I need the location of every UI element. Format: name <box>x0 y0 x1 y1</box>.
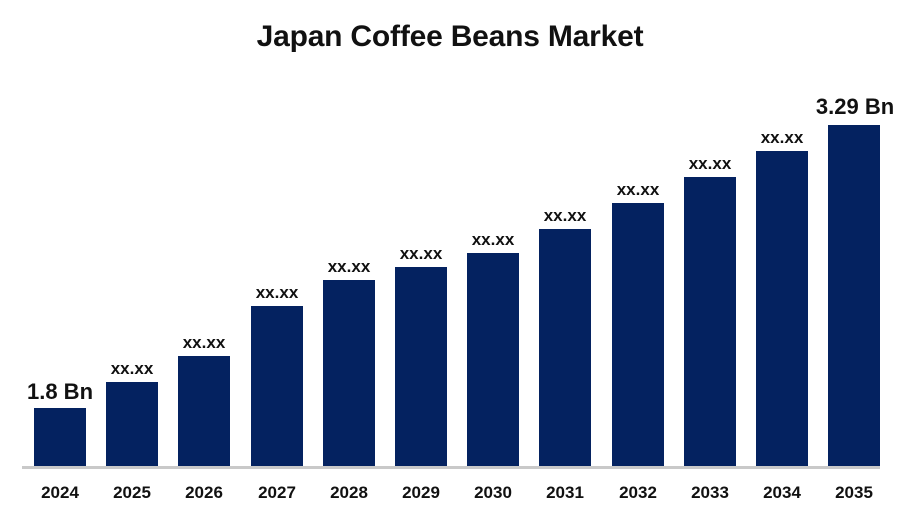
bar-group: 3.29 Bn <box>816 0 894 470</box>
bar-value-callout: 3.29 Bn <box>815 94 895 119</box>
x-axis-label: 2032 <box>619 483 657 502</box>
bar[interactable] <box>539 229 591 466</box>
x-axis-label: 2034 <box>763 483 801 502</box>
x-axis-label: 2029 <box>402 483 440 502</box>
bar[interactable] <box>323 280 375 466</box>
bar-value-label: xx.xx <box>399 244 443 263</box>
bar-value-label: xx.xx <box>471 230 515 249</box>
bar-group: xx.xx <box>539 0 591 470</box>
bar[interactable] <box>467 253 519 466</box>
bar[interactable] <box>612 203 664 466</box>
chart-title: Japan Coffee Beans Market <box>256 20 644 53</box>
bar-group: xx.xx <box>756 0 808 470</box>
x-axis-label: 2030 <box>474 483 512 502</box>
bar-group: xx.xx <box>106 0 158 470</box>
x-axis-label: 2024 <box>41 483 79 502</box>
bar-group: xx.xx <box>251 0 303 470</box>
bar-group: 1.8 Bn <box>27 0 93 470</box>
plot-area: 1.8 Bn xx.xx xx.xx xx.xx xx.xx xx.xx xx.xx xx.x… <box>22 0 894 470</box>
x-axis-label: 2026 <box>185 483 223 502</box>
bar-value-label: xx.xx <box>543 206 587 225</box>
bar-value-label: xx.xx <box>760 128 804 147</box>
x-axis-line <box>22 466 880 469</box>
bar-group: xx.xx <box>467 0 519 470</box>
bar[interactable] <box>756 151 808 466</box>
bar[interactable] <box>251 306 303 466</box>
bar[interactable] <box>828 125 880 466</box>
bar-group: xx.xx <box>684 0 736 470</box>
x-axis-label: 2033 <box>691 483 729 502</box>
bar-value-callout: 1.8 Bn <box>26 379 94 404</box>
bar-group: xx.xx <box>323 0 375 470</box>
bar-group: xx.xx <box>178 0 230 470</box>
bar[interactable] <box>106 382 158 466</box>
bar-value-label: xx.xx <box>688 154 732 173</box>
bar[interactable] <box>34 408 86 466</box>
bar-value-label: xx.xx <box>110 359 154 378</box>
bar-value-label: xx.xx <box>182 333 226 352</box>
x-axis-label: 2035 <box>835 483 873 502</box>
bar-group: xx.xx <box>612 0 664 470</box>
bar-value-label: xx.xx <box>616 180 660 199</box>
bar[interactable] <box>684 177 736 466</box>
bar[interactable] <box>178 356 230 466</box>
x-axis-label: 2031 <box>546 483 584 502</box>
bar-value-label: xx.xx <box>255 283 299 302</box>
x-axis-label: 2028 <box>330 483 368 502</box>
x-axis-label: 2025 <box>113 483 151 502</box>
bar[interactable] <box>395 267 447 466</box>
x-axis-labels: 2024 2025 2026 2027 2028 2029 2030 2031 2032 2033… <box>0 484 900 512</box>
bar-value-label: xx.xx <box>327 257 371 276</box>
bar-group: xx.xx <box>395 0 447 470</box>
x-axis-label: 2027 <box>258 483 296 502</box>
